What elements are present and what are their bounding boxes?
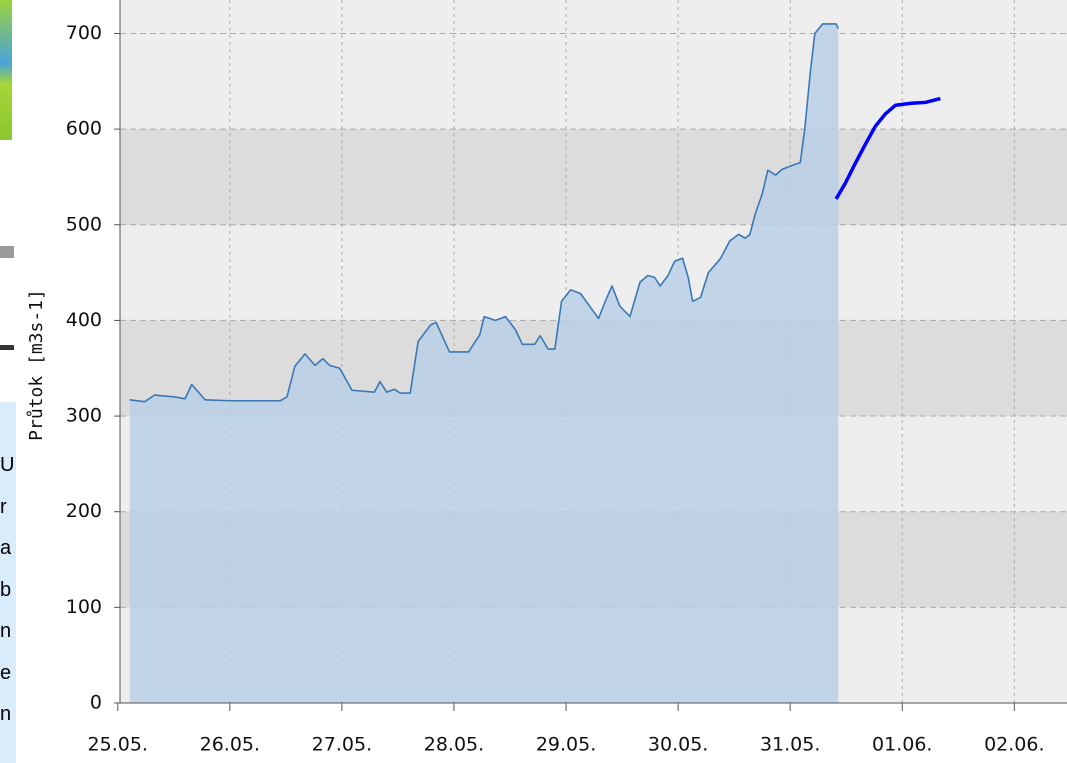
x-tick-label: 26.05.: [200, 734, 260, 756]
sidebar-text: n: [0, 703, 12, 725]
separator: [0, 345, 14, 350]
thumbnail: [0, 0, 12, 140]
y-axis-label: Průtok [m3s-1]: [26, 289, 47, 441]
x-tick-label: 30.05.: [648, 734, 708, 756]
separator: [0, 246, 14, 258]
y-tick-label: 0: [90, 692, 102, 714]
line: [834, 96, 941, 200]
x-tick-label: 31.05.: [760, 734, 820, 756]
y-tick-label: 600: [66, 118, 102, 140]
sidebar-text: r: [0, 495, 7, 518]
x-tick-label: 28.05.: [424, 734, 484, 756]
line: [129, 23, 840, 403]
y-tick-label: 500: [66, 213, 102, 235]
y-tick-label: 200: [66, 500, 102, 522]
band: [120, 129, 1067, 225]
sidebar-text: b: [0, 578, 12, 601]
sidebar-text: e: [0, 661, 12, 684]
area-fill: [129, 23, 839, 704]
y-tick-label: 700: [66, 22, 102, 44]
y-tick-label: 300: [66, 405, 102, 427]
sidebar-text: a: [0, 537, 12, 559]
x-tick-label: 25.05.: [88, 734, 148, 756]
sidebar-text: U: [0, 454, 15, 476]
x-tick-label: 01.06.: [872, 734, 932, 756]
x-tick-label: 02.06.: [984, 734, 1044, 756]
y-tick-label: 400: [66, 309, 102, 331]
x-tick-label: 27.05.: [312, 734, 372, 756]
y-tick-label: 100: [66, 596, 102, 618]
sidebar-text: n: [0, 620, 12, 642]
x-tick-label: 29.05.: [536, 734, 596, 756]
